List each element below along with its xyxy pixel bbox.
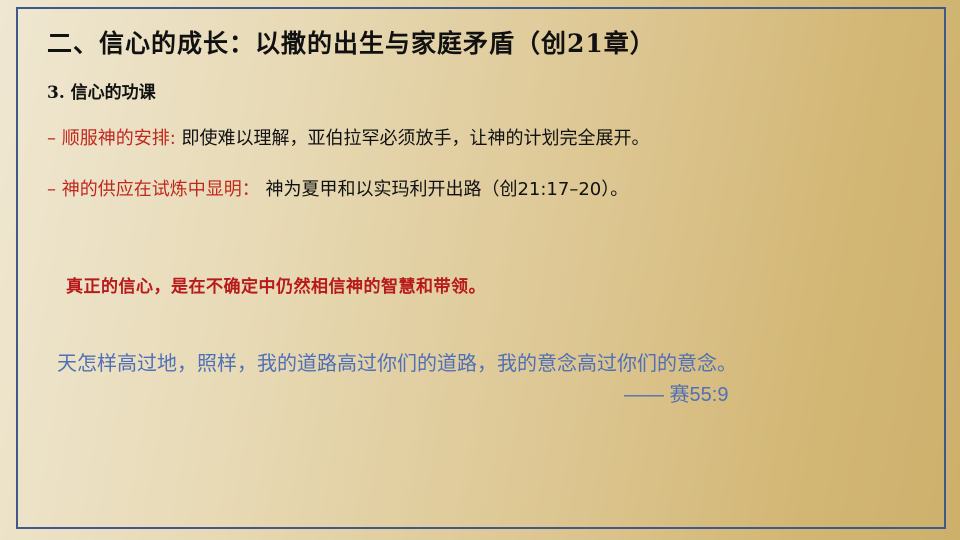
point-text: 神为夏甲和以实玛利开出路（创21:17–20）。: [259, 179, 629, 200]
point-label: – 神的供应在试炼中显明：: [47, 179, 260, 200]
key-statement: 真正的信心，是在不确定中仍然相信神的智慧和带领。: [66, 277, 486, 297]
point-provision: – 神的供应在试炼中显明： 神为夏甲和以实玛利开出路（创21:17–20）。: [47, 175, 628, 201]
point-label: – 顺服神的安排:: [47, 128, 176, 149]
section-subtitle: 3. 信心的功课: [47, 83, 156, 103]
point-obedience: – 顺服神的安排: 即使难以理解，亚伯拉罕必须放手，让神的计划完全展开。: [47, 124, 650, 150]
slide-frame: [16, 7, 946, 529]
scripture-reference: —— 赛55:9: [624, 384, 729, 406]
slide-title: 二、信心的成长：以撒的出生与家庭矛盾（创21章）: [47, 29, 656, 58]
scripture-verse: 天怎样高过地，照样，我的道路高过你们的道路，我的意念高过你们的意念。: [57, 353, 737, 375]
point-text: 即使难以理解，亚伯拉罕必须放手，让神的计划完全展开。: [175, 128, 650, 149]
